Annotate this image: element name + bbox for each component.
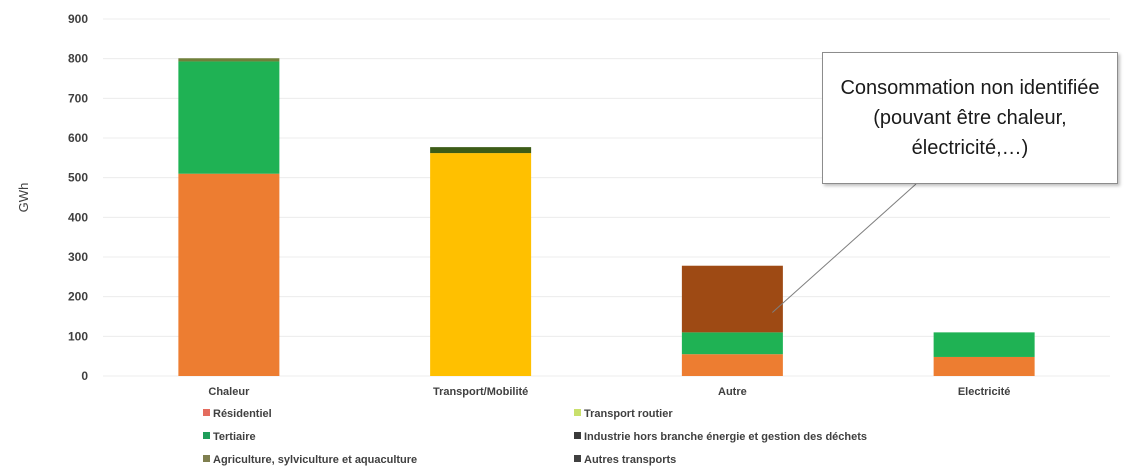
y-tick-label: 800 [68,52,88,66]
bar-segment [681,332,783,355]
legend-swatch [574,409,581,416]
legend-item: Industrie hors branche énergie et gestio… [574,431,867,443]
bar-segment [178,58,280,62]
legend-swatch [574,432,581,439]
x-tick-label: Transport/Mobilité [433,386,528,398]
bar-segment [178,173,280,376]
y-tick-label: 500 [68,171,88,185]
y-tick-label: 0 [81,369,88,383]
y-tick-label: 300 [68,250,88,264]
legend-item: Transport routier [574,408,673,420]
legend-label: Industrie hors branche énergie et gestio… [584,431,868,443]
bar-segment [430,153,532,376]
annotation-text: Consommation non identifiée (pouvant êtr… [840,77,1100,159]
x-tick-label: Chaleur [208,386,250,398]
legend-item: Résidentiel [203,408,272,420]
y-tick-label: 200 [68,290,88,304]
bar-segment [178,61,280,174]
y-tick-label: 700 [68,91,88,105]
legend-swatch [203,455,210,462]
legend-label: Autres transports [584,454,677,466]
y-tick-label: 400 [68,210,88,224]
y-tick-label: 100 [68,329,88,343]
x-tick-label: Autre [718,386,747,398]
legend-swatch [203,409,210,416]
legend-swatch [574,455,581,462]
bar-segment [430,147,532,154]
annotation-callout: Consommation non identifiée (pouvant êtr… [822,52,1118,184]
legend-swatch [203,432,210,439]
legend-item: Agriculture, sylviculture et aquaculture [203,454,417,466]
legend-item: Autres transports [574,454,676,466]
legend-label: Agriculture, sylviculture et aquaculture [213,454,418,466]
legend-item: Tertiaire [203,431,256,443]
x-tick-label: Electricité [958,386,1011,398]
bar-segment [933,356,1035,376]
bar-segment [681,354,783,376]
bar-segment [681,265,783,333]
y-axis-label: GWh [16,183,31,213]
y-tick-label: 900 [68,12,88,26]
legend-label: Résidentiel [213,408,272,420]
legend-label: Tertiaire [213,431,256,443]
annotation-leader-line [772,183,917,313]
y-tick-label: 600 [68,131,88,145]
bar-segment [933,332,1035,357]
legend-label: Transport routier [584,408,673,420]
